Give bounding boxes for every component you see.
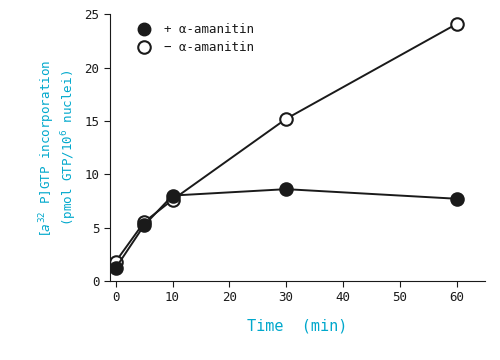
X-axis label: Time  (min): Time (min) bbox=[248, 318, 348, 333]
Legend: + α-amanitin, − α-amanitin: + α-amanitin, − α-amanitin bbox=[131, 23, 254, 54]
Y-axis label: $[a^{32}$ P]GTP incorporation
(pmol GTP/10$^6$ nuclei): $[a^{32}$ P]GTP incorporation (pmol GTP/… bbox=[37, 59, 79, 236]
